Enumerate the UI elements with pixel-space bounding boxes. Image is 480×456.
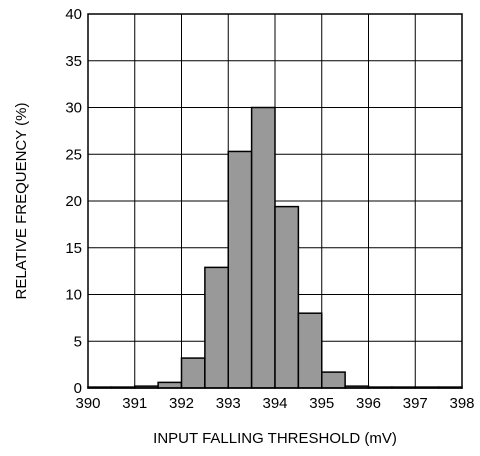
y-tick-label: 40 bbox=[65, 6, 82, 23]
histogram-bar bbox=[157, 381, 183, 389]
y-tick-label: 30 bbox=[65, 100, 82, 117]
histogram-bar bbox=[321, 371, 346, 389]
x-tick-label: 396 bbox=[356, 395, 381, 412]
x-tick-label: 394 bbox=[262, 395, 287, 412]
x-tick-label: 395 bbox=[309, 395, 334, 412]
y-tick-label: 10 bbox=[65, 287, 82, 304]
x-tick-labels: 390 391 392 393 394 395 396 397 398 bbox=[75, 395, 474, 412]
y-tick-label: 15 bbox=[65, 240, 82, 257]
histogram-bar bbox=[227, 150, 253, 389]
x-tick-label: 392 bbox=[169, 395, 194, 412]
y-axis-label: RELATIVE FREQUENCY (%) bbox=[13, 103, 30, 300]
y-tick-label: 20 bbox=[65, 193, 82, 210]
y-tick-label: 35 bbox=[65, 53, 82, 70]
histogram-bar bbox=[180, 357, 206, 389]
x-tick-label: 391 bbox=[122, 395, 147, 412]
y-tick-label: 5 bbox=[74, 333, 82, 350]
x-tick-label: 398 bbox=[449, 395, 474, 412]
x-tick-label: 397 bbox=[403, 395, 428, 412]
y-tick-labels: 0 5 10 15 20 25 30 35 40 bbox=[65, 6, 82, 397]
plot-frame bbox=[87, 13, 463, 389]
y-tick-label: 25 bbox=[65, 146, 82, 163]
x-tick-label: 390 bbox=[75, 395, 100, 412]
x-tick-label: 393 bbox=[216, 395, 241, 412]
y-tick-label: 0 bbox=[74, 380, 82, 397]
histogram-bar bbox=[274, 205, 300, 389]
histogram-bar bbox=[250, 106, 276, 389]
histogram-bar bbox=[204, 266, 229, 389]
histogram-bar bbox=[297, 312, 323, 389]
x-axis-label: INPUT FALLING THRESHOLD (mV) bbox=[153, 430, 397, 447]
